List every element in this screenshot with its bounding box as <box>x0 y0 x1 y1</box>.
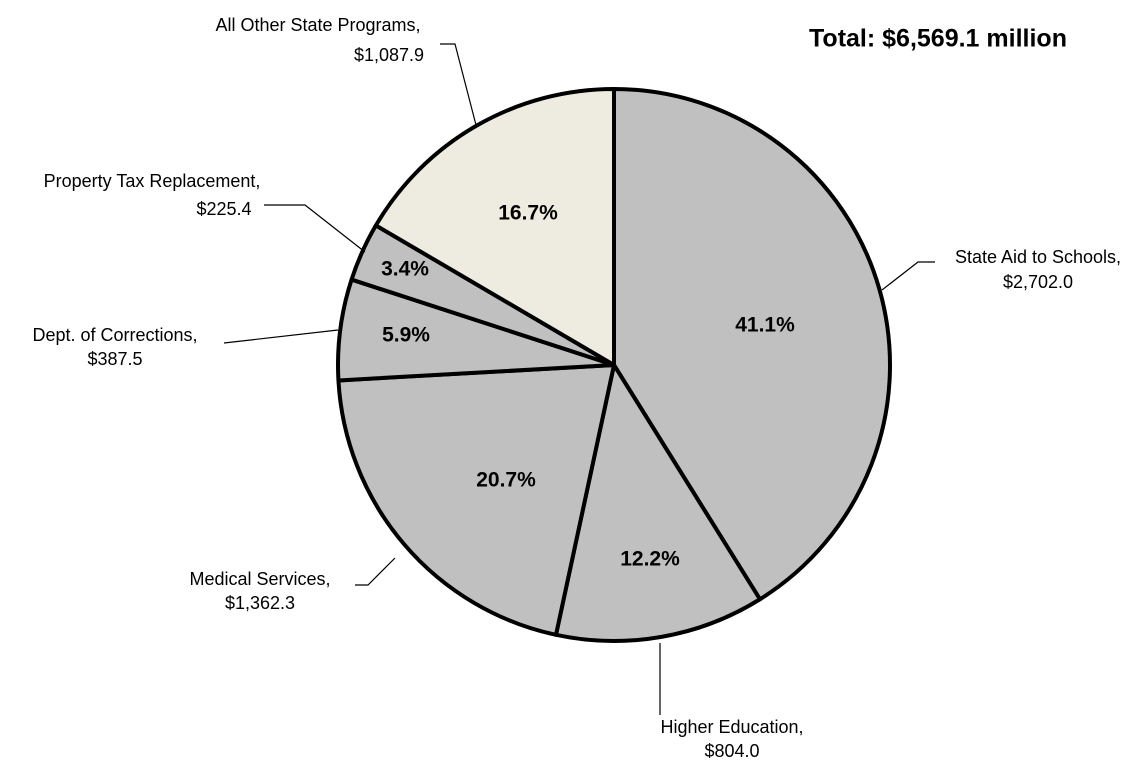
leader-line <box>881 261 935 291</box>
category-label: Medical Services, <box>189 569 330 589</box>
category-label: Dept. of Corrections, <box>32 325 197 345</box>
value-label: $387.5 <box>87 349 142 369</box>
total-label: Total: $6,569.1 million <box>809 25 1067 53</box>
category-label: State Aid to Schools, <box>955 247 1121 267</box>
pie-slice <box>612 87 892 602</box>
value-label: $1,362.3 <box>225 593 295 613</box>
category-label: Property Tax Replacement, <box>44 171 261 191</box>
value-label: $804.0 <box>704 741 759 761</box>
pie-slice <box>336 363 616 637</box>
category-label: Higher Education, <box>660 717 803 737</box>
percent-label: 20.7% <box>476 469 536 492</box>
percent-label: 5.9% <box>382 324 430 347</box>
percent-label: 16.7% <box>498 202 558 225</box>
category-label: All Other State Programs, <box>215 15 420 35</box>
value-label: $225.4 <box>196 199 251 219</box>
leader-line <box>264 204 366 253</box>
percent-label: 12.2% <box>620 548 680 571</box>
percent-label: 3.4% <box>381 258 429 281</box>
leader-line <box>223 329 339 344</box>
pie-slice <box>553 363 762 643</box>
leader-line <box>355 557 396 586</box>
leader-line <box>440 43 477 126</box>
pie-slice <box>373 87 616 367</box>
value-label: $1,087.9 <box>354 45 424 65</box>
percent-label: 41.1% <box>735 314 795 337</box>
value-label: $2,702.0 <box>1003 272 1073 292</box>
